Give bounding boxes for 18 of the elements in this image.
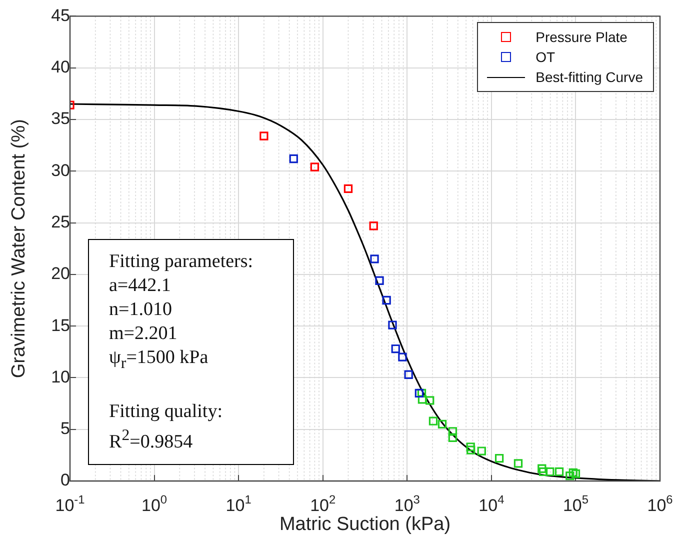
y-tick-label: 5: [60, 419, 70, 438]
y-tick-label: 15: [51, 316, 70, 335]
y-axis-title: Gravimetric Water Content (%): [8, 119, 30, 378]
y-tick-label: 10: [51, 367, 70, 386]
legend-label: Best-fitting Curve: [536, 69, 643, 86]
legend-label: OT: [536, 49, 556, 66]
y-tick-label: 45: [51, 6, 70, 25]
y-tick-label: 0: [60, 470, 70, 490]
annotation: Fitting quality: R$^{2}$=0.9854: [109, 400, 224, 454]
annotation: Fitting parameters: a=442.1 n=1.010 m=2.201 ψ$_{r}$=1500 kPa: [109, 250, 254, 374]
y-tick-label: 30: [51, 160, 70, 180]
text-box: Fitting parameters: a=442.1 n=1.010 m=2.201 ψ$_{r}$=1500 kPa Fitting quality: R$^{2}$=0.9854: [88, 238, 294, 465]
y-tick-label: 25: [51, 212, 70, 232]
x-axis-title: Matric Suction (kPa): [279, 514, 451, 535]
y-tick-label: 20: [51, 264, 70, 284]
y-tick-label: 35: [51, 109, 70, 128]
legend-label: Pressure Plate: [536, 29, 628, 46]
y-tick-label: 40: [51, 58, 70, 77]
